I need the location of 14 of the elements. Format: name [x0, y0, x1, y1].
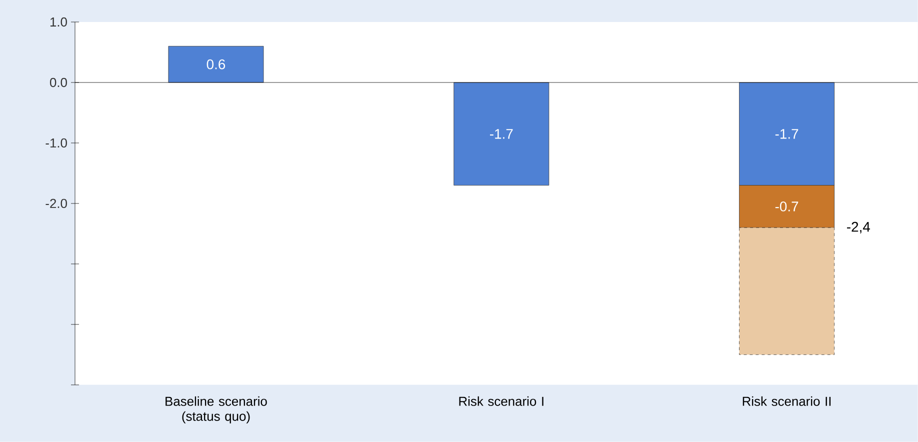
- bar: [454, 82, 550, 186]
- data-label: -1.7: [490, 129, 513, 139]
- y-tick-label: -2.0: [46, 198, 67, 208]
- data-label: 0.6: [206, 59, 226, 70]
- y-tick-label: -1.0: [46, 138, 67, 148]
- y-tick-label: 0.0: [50, 78, 67, 88]
- y-tick-label: 1.0: [50, 17, 67, 27]
- x-tick-label: Risk scenario I: [459, 396, 544, 406]
- x-tick-label: Baseline scenario (status quo): [166, 396, 267, 424]
- annotation: -2,4: [847, 222, 870, 234]
- data-label: -0.7: [775, 202, 798, 212]
- x-tick-label: Risk scenario II: [742, 396, 831, 406]
- bar: [168, 46, 264, 83]
- data-label: -1.7: [775, 129, 798, 139]
